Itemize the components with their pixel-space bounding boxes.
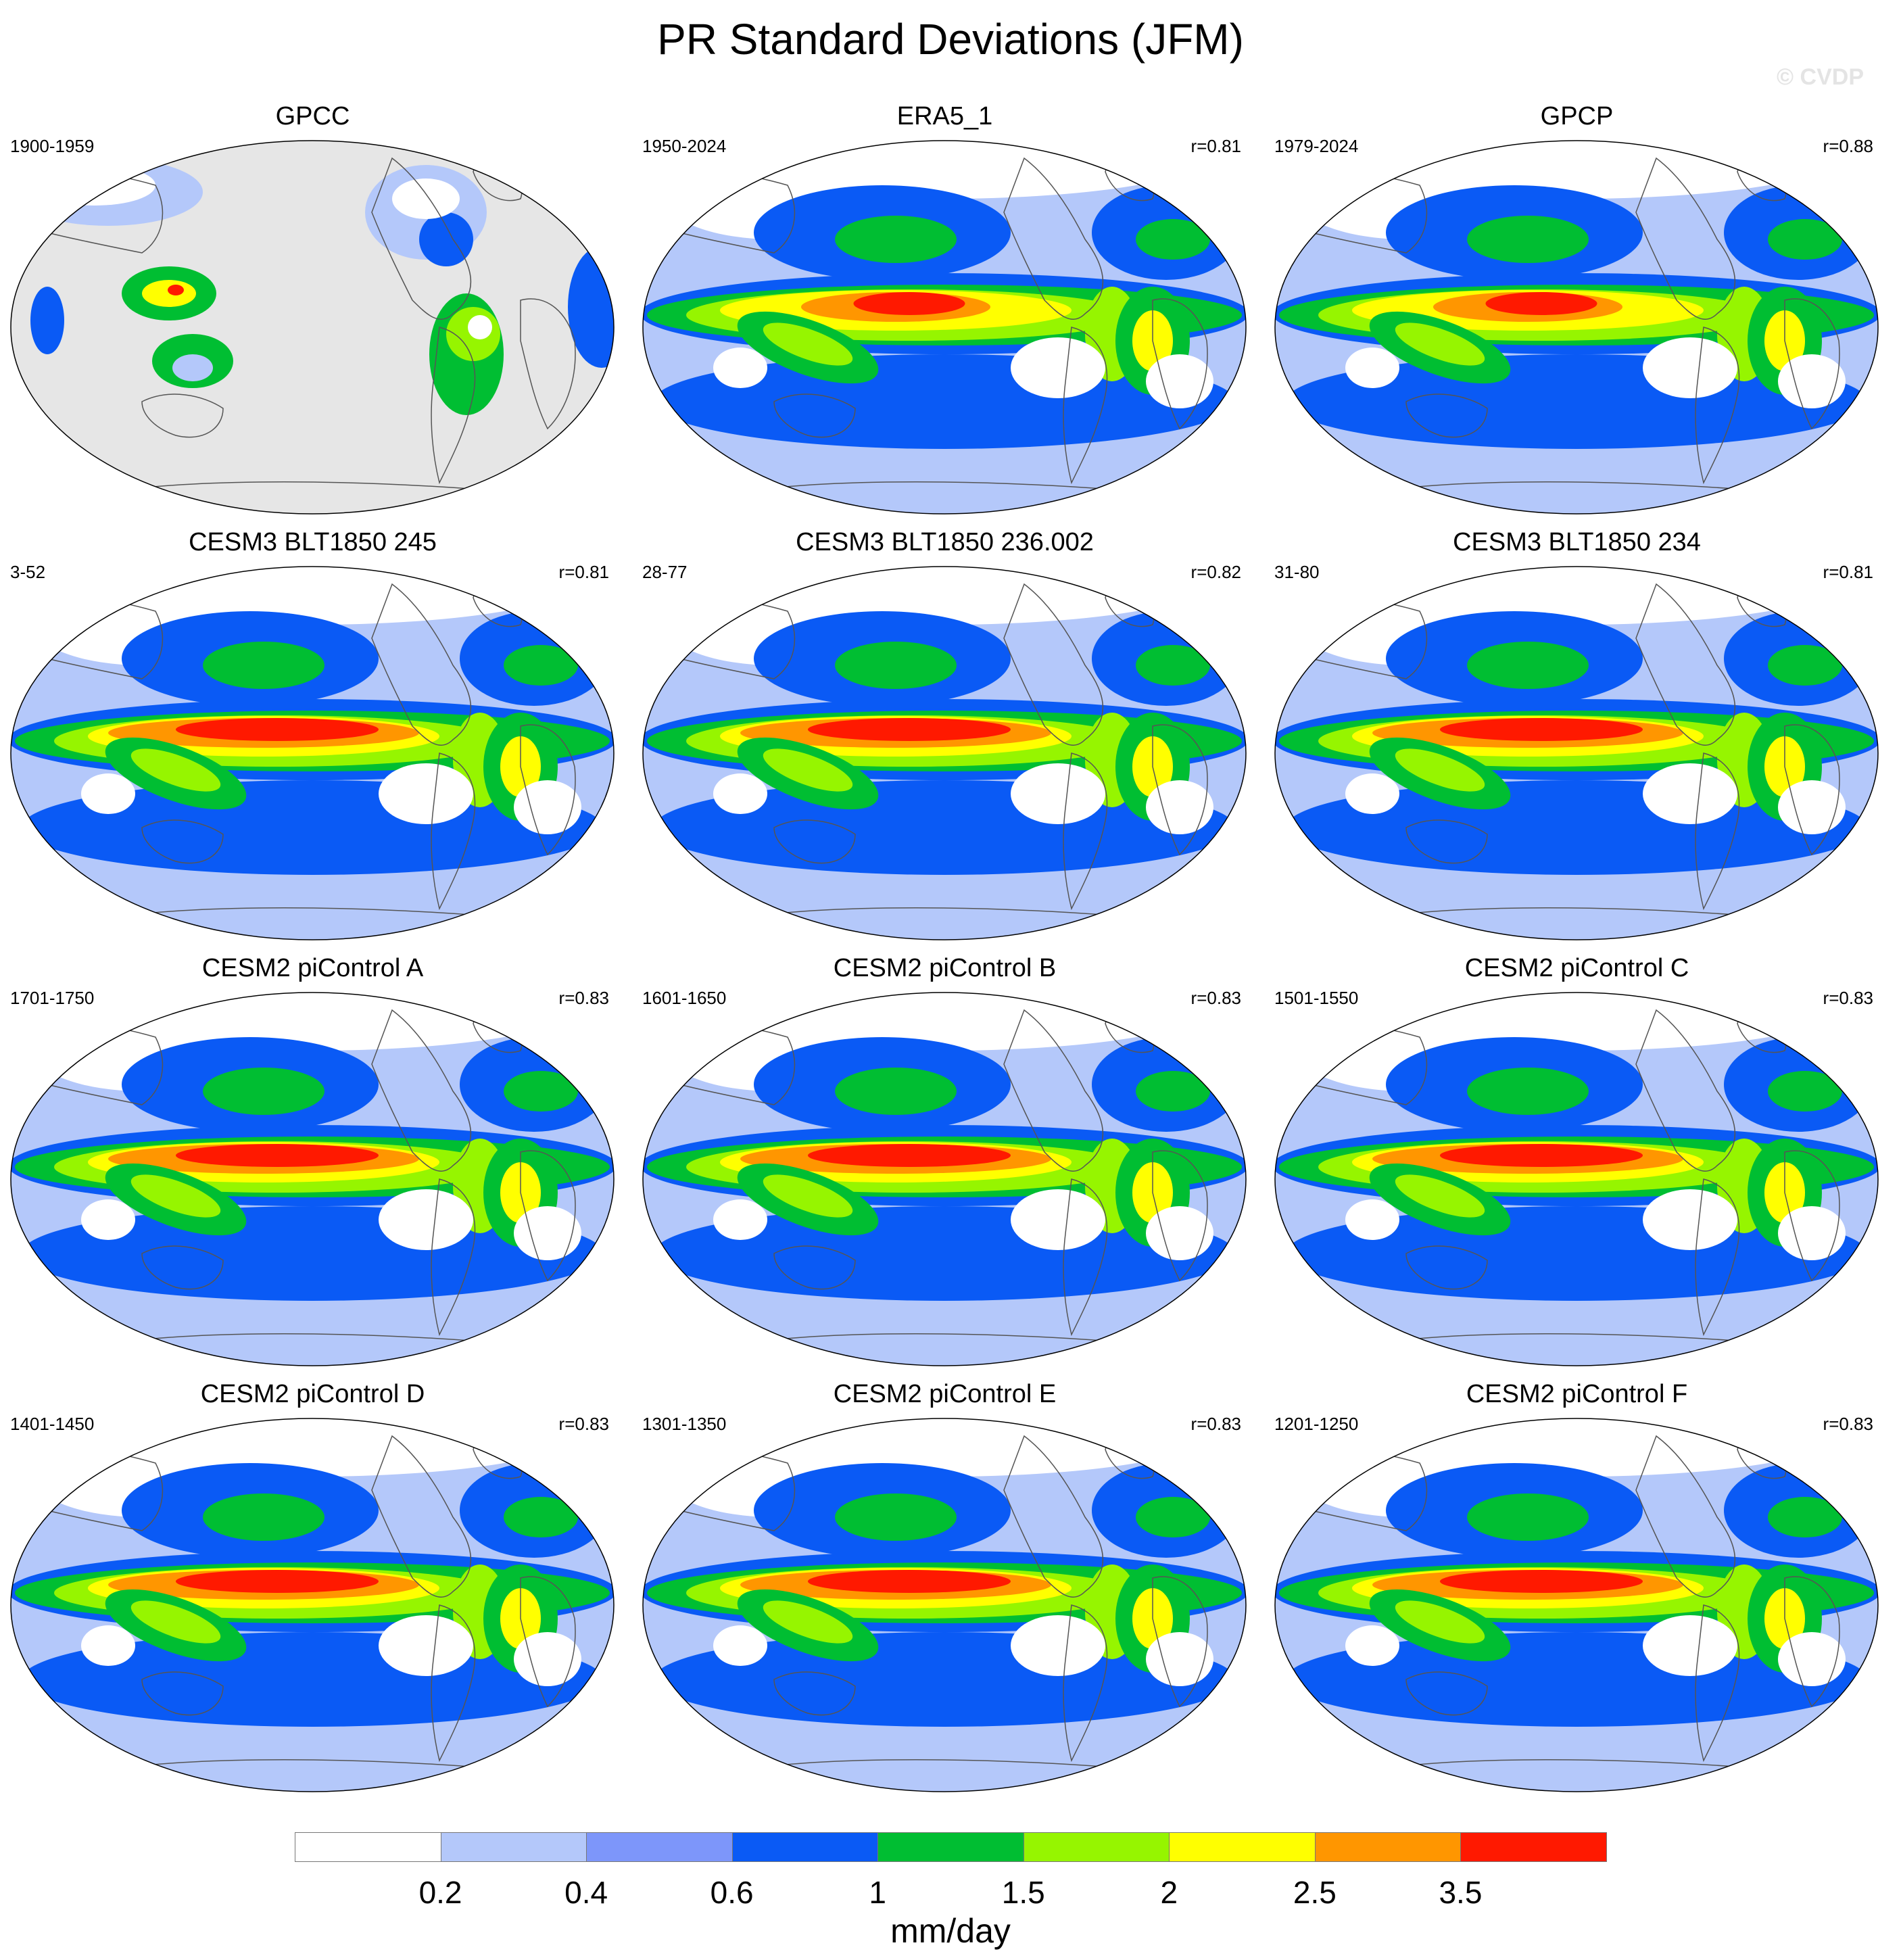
colorbar-swatch — [1315, 1832, 1462, 1862]
colorbar-tick-label: 0.2 — [419, 1874, 462, 1911]
colorbar-tick-label: 2.5 — [1293, 1874, 1337, 1911]
map-plot — [7, 138, 619, 518]
panel-title: GPCC — [7, 101, 619, 131]
colorbar-swatch — [732, 1832, 879, 1862]
colorbar — [295, 1832, 1606, 1863]
map-plot — [1271, 564, 1883, 944]
colorbar-tick-label: 2 — [1161, 1874, 1178, 1911]
panel-title: CESM2 piControl B — [639, 953, 1251, 983]
colorbar-tick-label: 0.4 — [564, 1874, 608, 1911]
colorbar-swatch — [441, 1832, 587, 1862]
panel-title: CESM2 piControl C — [1271, 953, 1883, 983]
map-plot — [7, 564, 619, 944]
colorbar-swatch — [1460, 1832, 1607, 1862]
map-plot — [639, 1416, 1251, 1796]
panel-title: CESM2 piControl E — [639, 1379, 1251, 1409]
map-panel: ERA5_11950-2024r=0.81 — [639, 101, 1251, 521]
colorbar-tick-label: 3.5 — [1439, 1874, 1482, 1911]
map-panel: CESM2 piControl E1301-1350r=0.83 — [639, 1379, 1251, 1798]
panel-title: GPCP — [1271, 101, 1883, 131]
panel-title: CESM3 BLT1850 236.002 — [639, 527, 1251, 557]
colorbar-tick-label: 1.5 — [1002, 1874, 1045, 1911]
map-panel: CESM2 piControl D1401-1450r=0.83 — [7, 1379, 619, 1798]
map-panel: CESM3 BLT1850 2453-52r=0.81 — [7, 527, 619, 947]
colorbar-tick-label: 1 — [869, 1874, 886, 1911]
map-plot — [639, 990, 1251, 1370]
map-panel: CESM2 piControl C1501-1550r=0.83 — [1271, 953, 1883, 1372]
map-plot — [7, 1416, 619, 1796]
map-plot — [1271, 990, 1883, 1370]
panel-title: CESM2 piControl D — [7, 1379, 619, 1409]
map-panel: GPCP1979-2024r=0.88 — [1271, 101, 1883, 521]
panel-title: CESM3 BLT1850 245 — [7, 527, 619, 557]
colorbar-units: mm/day — [0, 1911, 1901, 1951]
map-panel: CESM2 piControl B1601-1650r=0.83 — [639, 953, 1251, 1372]
map-plot — [1271, 1416, 1883, 1796]
colorbar-swatch — [586, 1832, 733, 1862]
colorbar-swatch — [1024, 1832, 1170, 1862]
map-panel: GPCC1900-1959 — [7, 101, 619, 521]
panel-title: CESM2 piControl F — [1271, 1379, 1883, 1409]
map-plot — [1271, 138, 1883, 518]
watermark: © CVDP — [1777, 62, 1864, 92]
map-panel: CESM2 piControl F1201-1250r=0.83 — [1271, 1379, 1883, 1798]
colorbar-swatch — [1169, 1832, 1316, 1862]
map-plot — [639, 564, 1251, 944]
map-plot — [639, 138, 1251, 518]
panel-title: ERA5_1 — [639, 101, 1251, 131]
colorbar-swatch — [295, 1832, 441, 1862]
map-panel: CESM2 piControl A1701-1750r=0.83 — [7, 953, 619, 1372]
panel-title: CESM3 BLT1850 234 — [1271, 527, 1883, 557]
colorbar-tick-label: 0.6 — [711, 1874, 754, 1911]
map-panel: CESM3 BLT1850 236.00228-77r=0.82 — [639, 527, 1251, 947]
map-plot — [7, 990, 619, 1370]
map-panel: CESM3 BLT1850 23431-80r=0.81 — [1271, 527, 1883, 947]
figure-title: PR Standard Deviations (JFM) — [0, 12, 1901, 66]
colorbar-swatch — [877, 1832, 1024, 1862]
panel-title: CESM2 piControl A — [7, 953, 619, 983]
